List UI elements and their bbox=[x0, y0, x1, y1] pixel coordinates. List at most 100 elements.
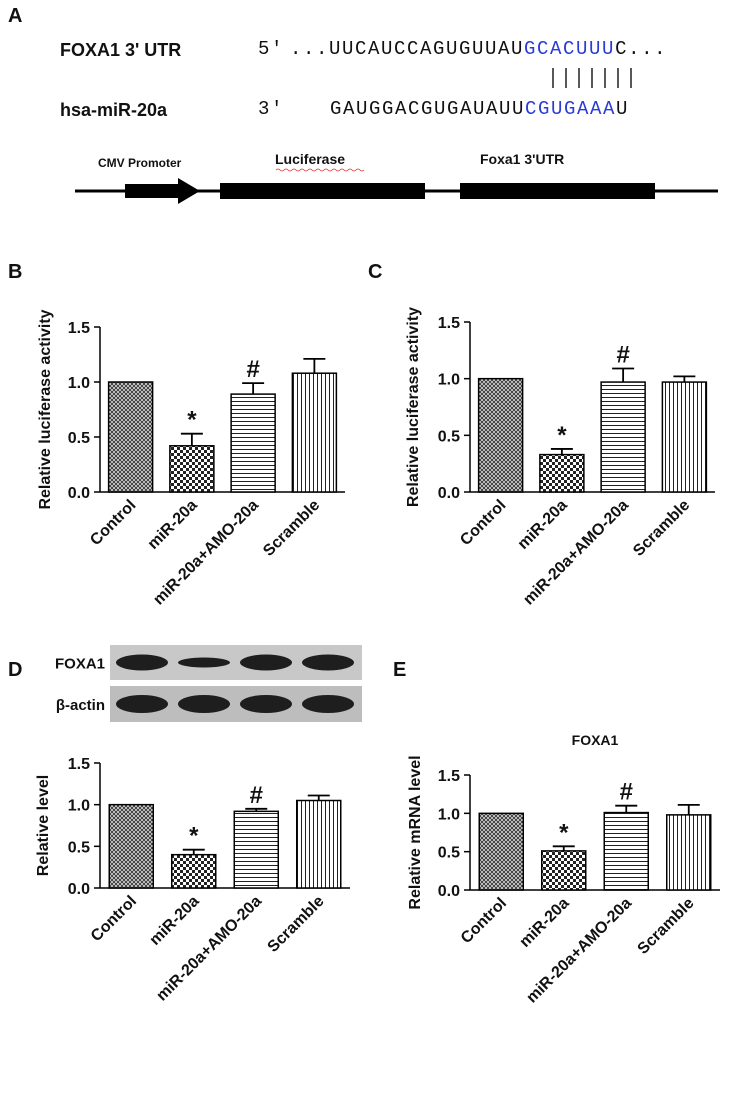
significance-mark: # bbox=[616, 341, 629, 368]
blot-band bbox=[178, 695, 230, 713]
x-tick-label: Scramble bbox=[630, 497, 693, 560]
error-bar bbox=[673, 375, 696, 383]
sequence-part: U bbox=[616, 98, 629, 120]
x-tick-label: miR-20a+AMO-20a bbox=[523, 895, 635, 1007]
y-tick-label: 0.0 bbox=[68, 881, 90, 898]
x-tick-label: miR-20a bbox=[145, 497, 201, 553]
y-tick-label: 1.5 bbox=[68, 756, 90, 773]
bar bbox=[478, 812, 524, 891]
bar bbox=[291, 372, 338, 493]
significance-mark: * bbox=[559, 819, 569, 846]
x-tick-label: Control bbox=[87, 497, 139, 549]
bar bbox=[666, 814, 712, 891]
y-tick-label: 1.0 bbox=[438, 806, 460, 823]
x-tick-label: miR-20a+AMO-20a bbox=[520, 497, 632, 609]
sequence-name: FOXA1 3' UTR bbox=[60, 40, 181, 60]
error-bar bbox=[307, 794, 330, 801]
bar bbox=[233, 810, 279, 889]
error-bar bbox=[245, 807, 268, 812]
blot-band bbox=[240, 695, 292, 713]
significance-mark: # bbox=[246, 356, 259, 383]
blot-band bbox=[116, 654, 168, 671]
chart-title: FOXA1 bbox=[572, 732, 619, 748]
bar bbox=[171, 853, 217, 889]
bar bbox=[539, 453, 585, 493]
y-tick-label: 0.5 bbox=[438, 845, 460, 862]
x-tick-label: miR-20a bbox=[147, 893, 203, 949]
sequence: GAUGGACGUGAUAUUCGUGAAAU bbox=[330, 98, 629, 120]
bar bbox=[296, 799, 342, 889]
x-tick-label: Scramble bbox=[260, 497, 323, 560]
bar bbox=[108, 803, 154, 889]
x-tick-label: miR-20a bbox=[517, 895, 573, 951]
blot-label: β-actin bbox=[56, 697, 105, 714]
seed-region: CGUGAAA bbox=[525, 98, 616, 120]
bar bbox=[107, 381, 154, 493]
panel-label: C bbox=[368, 261, 382, 283]
significance-mark: * bbox=[557, 422, 567, 449]
error-bar bbox=[180, 432, 203, 446]
bar bbox=[541, 850, 587, 891]
bar bbox=[230, 393, 276, 493]
construct-label: Foxa1 3'UTR bbox=[480, 151, 564, 167]
significance-mark: * bbox=[187, 407, 197, 434]
blot-band bbox=[240, 654, 292, 671]
bar bbox=[477, 377, 524, 493]
spell-underline bbox=[275, 168, 365, 172]
y-tick-label: 0.0 bbox=[438, 883, 460, 900]
y-tick-label: 1.5 bbox=[438, 315, 460, 332]
construct-label: CMV Promoter bbox=[98, 156, 182, 170]
error-bar bbox=[182, 848, 205, 855]
error-bar bbox=[242, 382, 265, 395]
y-tick-label: 0.0 bbox=[438, 485, 460, 502]
y-tick-label: 0.5 bbox=[68, 839, 90, 856]
error-bar bbox=[552, 845, 575, 851]
y-tick-label: 1.0 bbox=[68, 798, 90, 815]
x-tick-label: miR-20a bbox=[515, 497, 571, 553]
error-bar bbox=[303, 358, 326, 374]
x-tick-label: Control bbox=[457, 497, 509, 549]
sequence: ...UUCAUCCAGUGUUAUGCACUUUC... bbox=[290, 38, 667, 60]
construct-label: Luciferase bbox=[275, 151, 345, 167]
significance-mark: # bbox=[620, 779, 633, 806]
error-bar bbox=[615, 804, 638, 813]
x-tick-label: Scramble bbox=[635, 895, 698, 958]
y-tick-label: 0.0 bbox=[68, 485, 90, 502]
panel-label: D bbox=[8, 659, 22, 681]
bar bbox=[169, 445, 215, 493]
sequence-name: hsa-miR-20a bbox=[60, 100, 168, 120]
sequence-end: 3' bbox=[258, 98, 284, 120]
x-tick-label: Control bbox=[88, 893, 140, 945]
blot-label: FOXA1 bbox=[55, 656, 105, 673]
bar bbox=[603, 811, 649, 891]
error-bar bbox=[550, 448, 573, 455]
y-axis-label: Relative mRNA level bbox=[407, 755, 424, 909]
error-bar bbox=[612, 367, 635, 383]
panel-label: E bbox=[393, 659, 406, 681]
significance-mark: * bbox=[189, 823, 199, 850]
y-axis-label: Relative luciferase activity bbox=[37, 309, 54, 509]
construct-diagram bbox=[75, 178, 718, 204]
sequence-part: C... bbox=[615, 38, 667, 60]
bar bbox=[661, 381, 708, 493]
x-tick-label: miR-20a+AMO-20a bbox=[153, 893, 265, 1005]
blot-band bbox=[116, 695, 168, 713]
y-tick-label: 1.0 bbox=[68, 375, 90, 392]
x-tick-label: Control bbox=[458, 895, 510, 947]
x-tick-label: Scramble bbox=[265, 893, 328, 956]
significance-mark: # bbox=[250, 782, 263, 809]
panel-label: A bbox=[8, 5, 22, 27]
sequence-part: GAUGGACGUGAUAUU bbox=[330, 98, 525, 120]
x-tick-label: miR-20a+AMO-20a bbox=[150, 497, 262, 609]
blot-band bbox=[178, 657, 230, 668]
y-tick-label: 1.5 bbox=[438, 768, 460, 785]
panel-label: B bbox=[8, 261, 22, 283]
y-axis-label: Relative luciferase activity bbox=[405, 307, 422, 507]
y-axis-label: Relative level bbox=[35, 775, 52, 876]
y-tick-label: 0.5 bbox=[68, 430, 90, 447]
sequence-part: ...UUCAUCCAGUGUUAU bbox=[290, 38, 524, 60]
seed-region: GCACUUU bbox=[524, 38, 615, 60]
error-bar bbox=[677, 804, 700, 815]
sequence-end: 5' bbox=[258, 38, 284, 60]
